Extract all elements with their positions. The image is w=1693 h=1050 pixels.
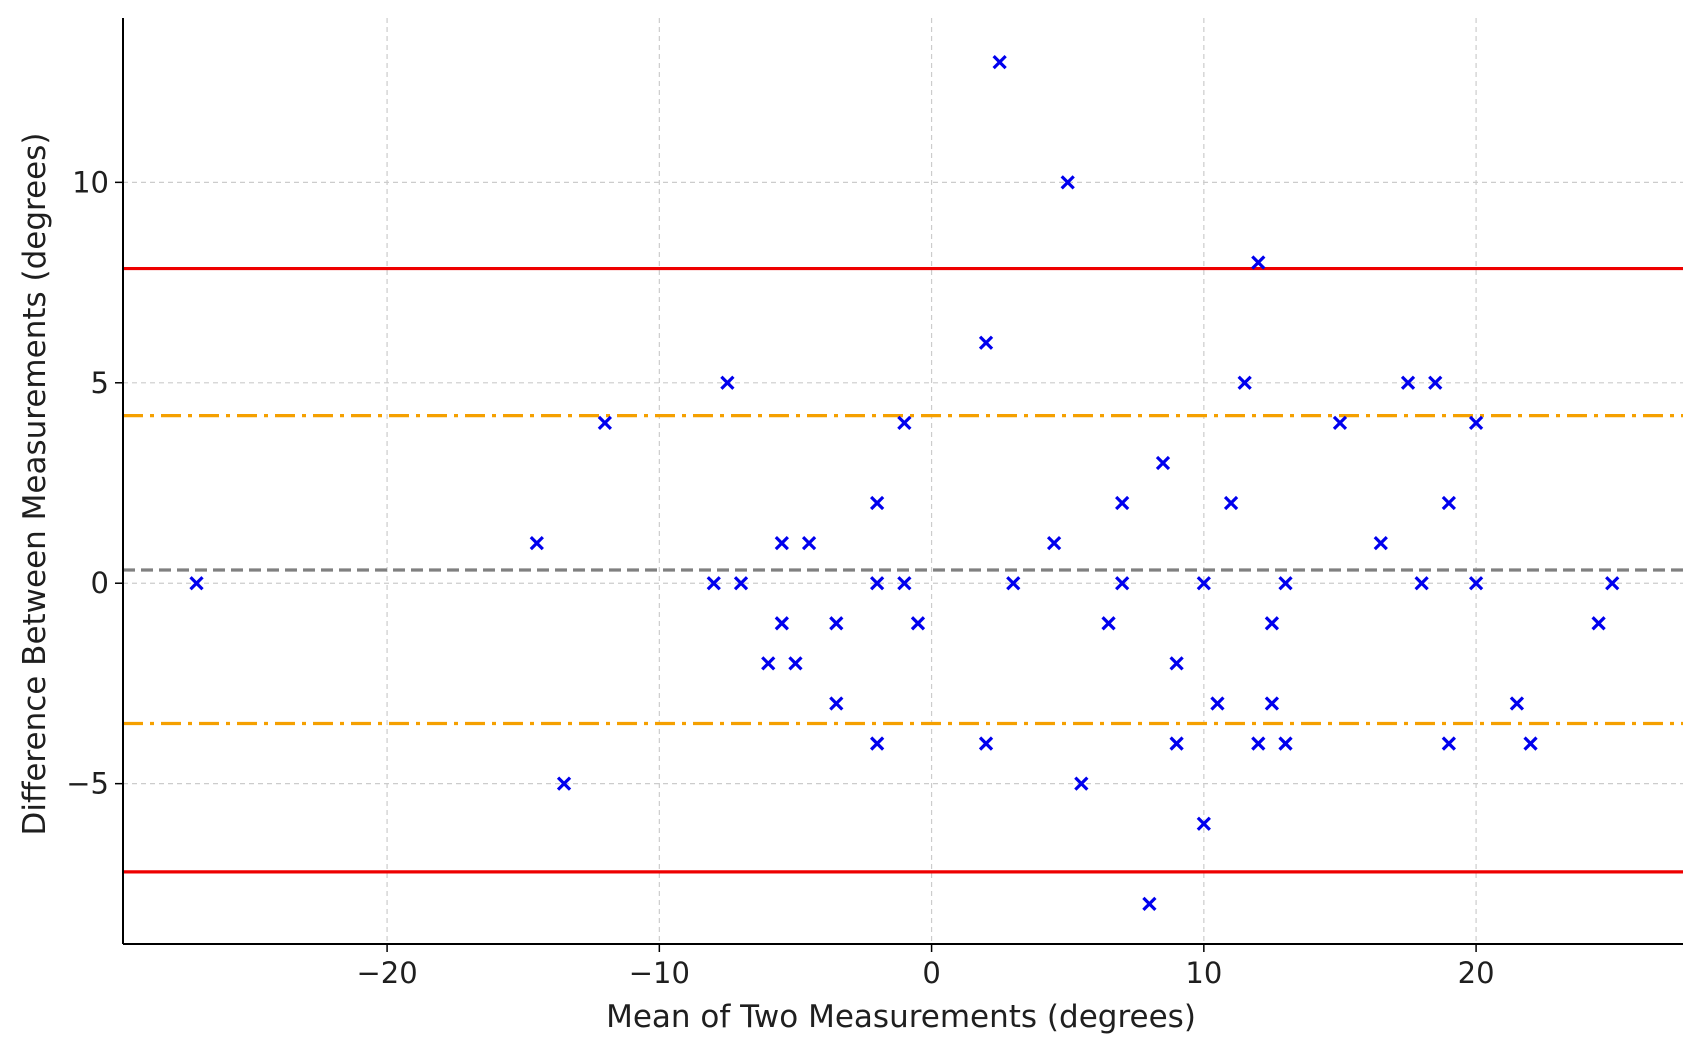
data-point <box>910 616 926 631</box>
data-point <box>870 576 885 591</box>
data-point <box>774 616 789 631</box>
data-point <box>1264 696 1280 711</box>
data-point <box>1591 616 1606 631</box>
data-point <box>1441 495 1456 511</box>
data-point <box>1428 375 1443 390</box>
data-point <box>1060 175 1075 190</box>
y-tick-label: 0 <box>91 566 109 600</box>
axes-layer <box>115 18 1683 952</box>
data-point <box>829 696 844 711</box>
data-point <box>1605 576 1620 591</box>
data-point <box>529 536 544 551</box>
data-point <box>706 576 721 591</box>
data-point <box>1155 455 1171 471</box>
data-point <box>1278 576 1293 591</box>
data-point <box>829 616 844 631</box>
data-point <box>1142 896 1157 912</box>
data-point <box>1237 375 1252 390</box>
data-point <box>1400 375 1416 390</box>
y-tick-label: −5 <box>66 767 109 801</box>
data-point <box>556 776 572 791</box>
data-point <box>978 335 994 350</box>
y-tick-label: 5 <box>91 366 109 400</box>
tick-labels-layer: −20 −10 0 10 20 −5 0 5 10 <box>66 165 1494 990</box>
data-point <box>1441 736 1456 751</box>
x-tick-label: 0 <box>922 956 940 990</box>
y-axis-label: Difference Between Measurements (degrees… <box>17 133 53 836</box>
data-point <box>774 536 789 551</box>
data-point <box>1468 576 1484 591</box>
x-tick-label: −10 <box>629 956 690 990</box>
reference-lines-layer <box>123 266 1683 874</box>
data-point <box>1101 616 1116 631</box>
data-point <box>1264 616 1280 631</box>
data-point <box>1509 696 1525 711</box>
data-point <box>1169 736 1184 751</box>
data-point <box>1169 656 1184 671</box>
data-point <box>1115 576 1130 591</box>
y-tick-label: 10 <box>72 165 109 199</box>
data-point <box>1251 255 1266 270</box>
data-point <box>1278 736 1293 751</box>
data-point <box>1373 536 1388 551</box>
data-point <box>897 576 912 591</box>
data-point <box>978 736 994 751</box>
data-point <box>1006 576 1021 591</box>
data-point <box>1074 776 1089 791</box>
data-point <box>761 656 776 671</box>
data-point <box>1468 415 1484 431</box>
data-point <box>1414 576 1429 591</box>
data-point <box>1196 576 1211 591</box>
data-point <box>870 736 885 751</box>
data-point <box>733 576 749 591</box>
data-points-layer <box>189 54 1620 912</box>
x-axis-label: Mean of Two Measurements (degrees) <box>606 999 1196 1035</box>
data-point <box>1115 495 1130 511</box>
x-tick-label: 20 <box>1458 956 1495 990</box>
data-point <box>788 656 803 671</box>
x-tick-label: −20 <box>356 956 417 990</box>
data-point <box>720 375 735 390</box>
data-point <box>801 536 817 551</box>
data-point <box>870 495 885 511</box>
data-point <box>1223 495 1239 511</box>
data-point <box>992 54 1007 70</box>
grid-layer <box>123 18 1683 944</box>
data-point <box>897 415 912 431</box>
data-point <box>1523 736 1538 751</box>
data-point <box>1210 696 1225 711</box>
data-point <box>597 415 613 431</box>
x-tick-label: 10 <box>1185 956 1222 990</box>
data-point <box>1251 736 1266 751</box>
data-point <box>189 576 204 591</box>
data-point <box>1046 536 1062 551</box>
data-point <box>1196 816 1211 831</box>
data-point <box>1332 415 1348 431</box>
